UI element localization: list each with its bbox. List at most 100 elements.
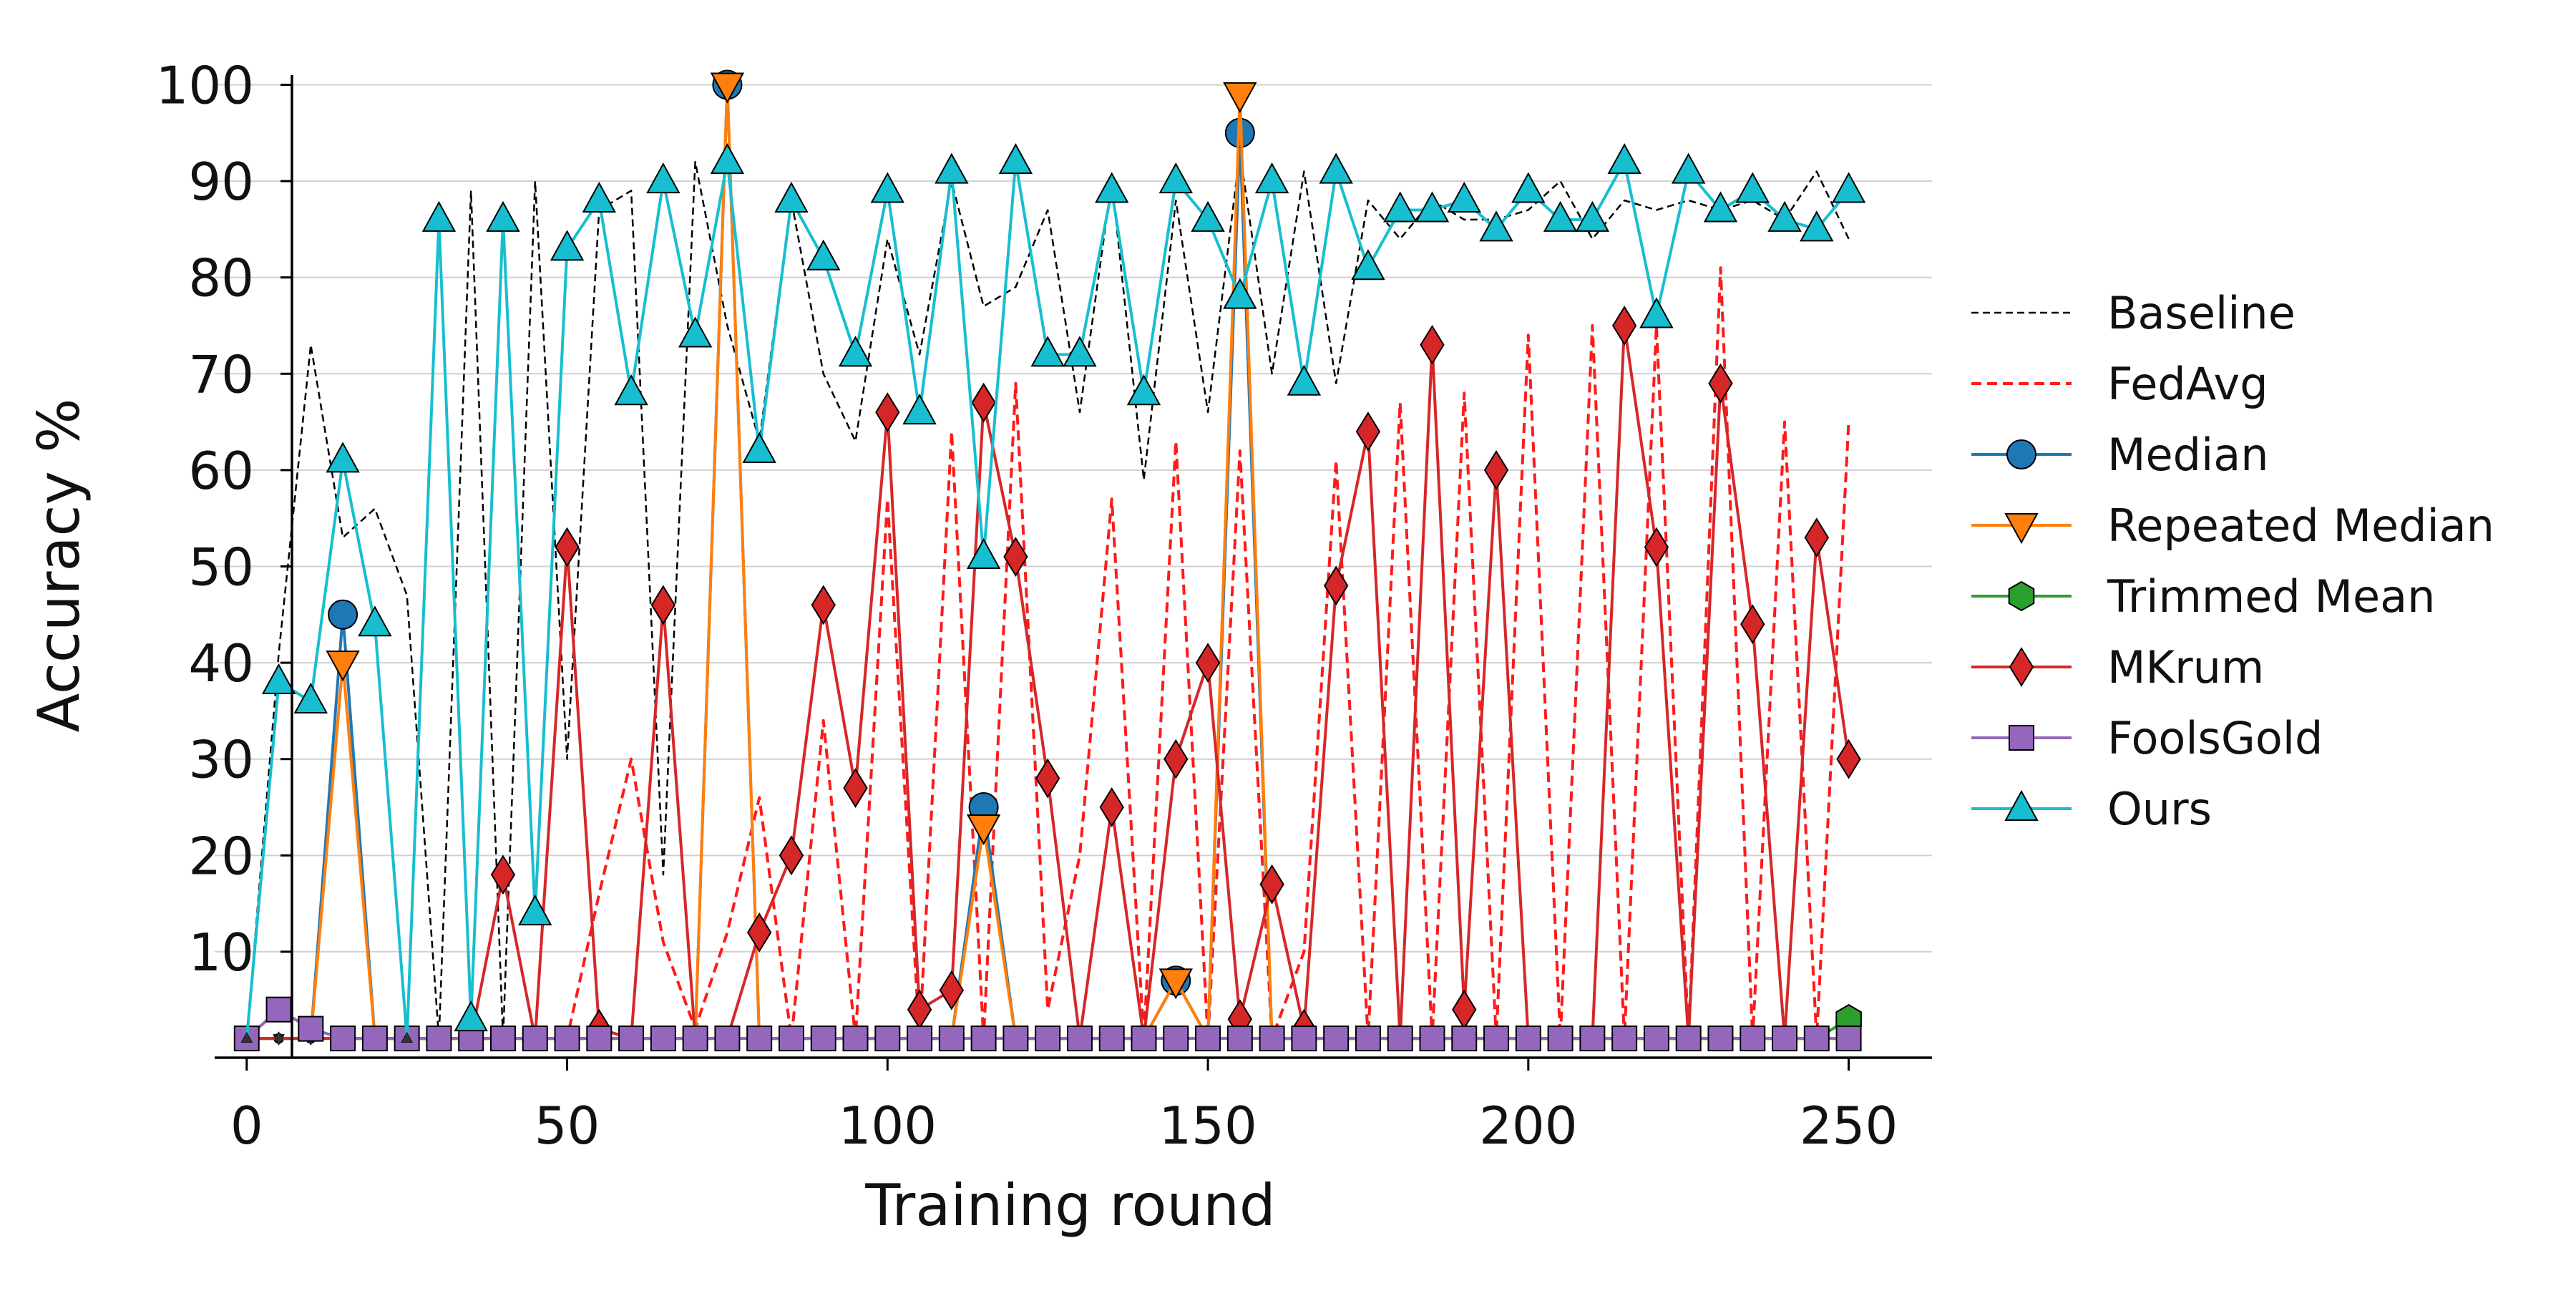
- legend-swatch-marker: [2008, 580, 2035, 612]
- legend-item: Ours: [1971, 783, 2212, 835]
- legend-label: Median: [2107, 429, 2269, 481]
- data-point: [1158, 968, 1193, 1000]
- data-point: [678, 316, 713, 348]
- legend-item: Median: [1971, 429, 2269, 481]
- data-point: [1030, 336, 1065, 367]
- x-tick-label: 50: [535, 1096, 600, 1156]
- data-point: [1611, 306, 1637, 346]
- data-point: [261, 663, 296, 695]
- data-point: [1835, 1026, 1862, 1052]
- data-point: [1707, 1026, 1734, 1052]
- data-point: [1607, 143, 1641, 175]
- data-point: [939, 970, 965, 1010]
- series-foolsgold: [233, 996, 1862, 1052]
- data-point: [550, 230, 585, 261]
- data-point: [1800, 210, 1834, 242]
- data-point: [746, 1026, 773, 1052]
- data-point: [1579, 1026, 1606, 1052]
- data-point: [1383, 191, 1418, 223]
- data-point: [1323, 1026, 1350, 1052]
- legend-swatch-marker: [2004, 513, 2039, 545]
- data-point: [1452, 989, 1477, 1030]
- data-point: [326, 651, 360, 682]
- series-fedavg: [246, 266, 1850, 1041]
- data-point: [774, 181, 809, 213]
- data-point: [1323, 565, 1349, 606]
- data-point: [522, 1026, 548, 1052]
- legend-label: Baseline: [2107, 287, 2296, 339]
- data-point: [298, 1015, 324, 1042]
- data-point: [518, 895, 552, 926]
- grid-layer: [215, 84, 1932, 953]
- data-point: [1226, 1026, 1253, 1052]
- data-point: [1831, 172, 1866, 203]
- data-point: [710, 143, 745, 175]
- data-point: [1095, 172, 1129, 203]
- data-point: [971, 382, 996, 423]
- legend-swatch-marker: [2009, 725, 2034, 751]
- x-tick-label: 250: [1800, 1096, 1898, 1156]
- data-point: [1099, 787, 1124, 827]
- data-point: [1675, 1026, 1702, 1052]
- data-point: [810, 1026, 836, 1052]
- data-point: [618, 1026, 645, 1052]
- data-point: [838, 336, 873, 367]
- y-tick-label: 70: [188, 344, 254, 404]
- data-point: [938, 1026, 965, 1052]
- data-point: [1035, 758, 1060, 799]
- data-point: [1772, 1026, 1798, 1052]
- data-point: [1740, 1026, 1766, 1052]
- y-axis-label: Accuracy %: [26, 399, 92, 733]
- data-point: [742, 432, 776, 463]
- x-axis-label: Training round: [864, 1172, 1275, 1239]
- data-point: [240, 1031, 253, 1043]
- data-point: [870, 172, 904, 203]
- data-point: [1575, 200, 1610, 232]
- y-tick-label: 30: [188, 730, 254, 790]
- data-point: [1515, 1026, 1541, 1052]
- data-point: [1195, 1026, 1221, 1052]
- data-point: [454, 1000, 488, 1032]
- data-point: [650, 1026, 676, 1052]
- series-line: [245, 151, 1850, 1040]
- data-point: [1191, 200, 1225, 232]
- series-line: [246, 324, 1850, 1041]
- y-tick-label: 90: [188, 152, 254, 212]
- data-point: [646, 162, 680, 194]
- data-point: [1066, 1026, 1093, 1052]
- x-tick-label: 100: [839, 1096, 937, 1156]
- data-point: [710, 72, 745, 104]
- data-point: [1483, 1026, 1510, 1052]
- data-point: [490, 854, 516, 895]
- data-point: [361, 1026, 388, 1052]
- series-repeated-median: [240, 72, 1855, 1046]
- data-point: [1451, 1026, 1478, 1052]
- data-point: [1223, 278, 1257, 309]
- legend-swatch-marker: [2009, 647, 2034, 687]
- data-point: [1804, 517, 1829, 558]
- data-point: [1703, 191, 1738, 223]
- data-point: [1163, 739, 1189, 779]
- legend-swatch-marker: [2004, 789, 2039, 821]
- data-point: [330, 1026, 356, 1052]
- data-point: [1223, 82, 1257, 113]
- data-point: [650, 585, 676, 625]
- series-line: [246, 83, 1849, 1041]
- data-point: [328, 599, 358, 630]
- data-point: [1547, 1026, 1574, 1052]
- data-point: [1387, 1026, 1413, 1052]
- data-point: [714, 1026, 741, 1052]
- data-point: [1098, 1026, 1125, 1052]
- data-point: [358, 605, 392, 637]
- data-point: [843, 768, 868, 809]
- data-point: [1611, 1026, 1638, 1052]
- data-point: [970, 1026, 997, 1052]
- legend: Baseline FedAvg Median Repeated Median Trimm…: [1971, 287, 2494, 835]
- data-point: [1511, 172, 1546, 203]
- data-point: [1035, 1026, 1061, 1052]
- data-point: [1131, 1026, 1157, 1052]
- legend-label: Trimmed Mean: [2107, 570, 2435, 623]
- data-point: [779, 835, 804, 876]
